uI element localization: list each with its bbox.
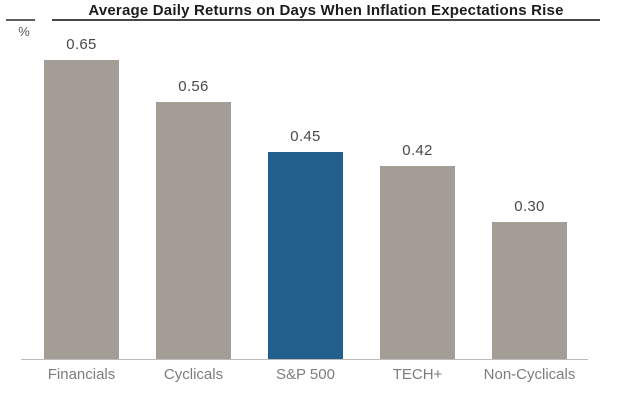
- x-axis-baseline: [21, 359, 588, 360]
- category-label: Non-Cyclicals: [483, 366, 576, 383]
- category-label: S&P 500: [276, 366, 335, 383]
- highlighted-bar-s-p-500: [268, 152, 343, 360]
- bar-column-non-cyclicals: 0.30: [492, 0, 567, 360]
- value-label: 0.42: [402, 142, 433, 159]
- y-axis-unit-label: %: [18, 24, 30, 39]
- category-label: Cyclicals: [163, 366, 224, 383]
- bar-column-financials: 0.65: [44, 0, 119, 360]
- title-underline: [52, 19, 600, 21]
- value-label: 0.65: [66, 36, 97, 53]
- value-label: 0.45: [290, 128, 321, 145]
- chart-title: Average Daily Returns on Days When Infla…: [88, 2, 564, 19]
- category-label: Financials: [47, 366, 116, 383]
- value-label: 0.56: [178, 78, 209, 95]
- value-label: 0.30: [514, 198, 545, 215]
- header-rule-left-segment: [6, 19, 35, 21]
- bar-column-cyclicals: 0.56: [156, 0, 231, 360]
- bar-non-cyclicals: [492, 222, 567, 360]
- bar-tech-: [380, 166, 455, 360]
- bar-cyclicals: [156, 102, 231, 360]
- bar-column-s-p-500: 0.45: [268, 0, 343, 360]
- category-label: TECH+: [392, 366, 443, 383]
- bar-financials: [44, 60, 119, 360]
- bar-column-tech-: 0.42: [380, 0, 455, 360]
